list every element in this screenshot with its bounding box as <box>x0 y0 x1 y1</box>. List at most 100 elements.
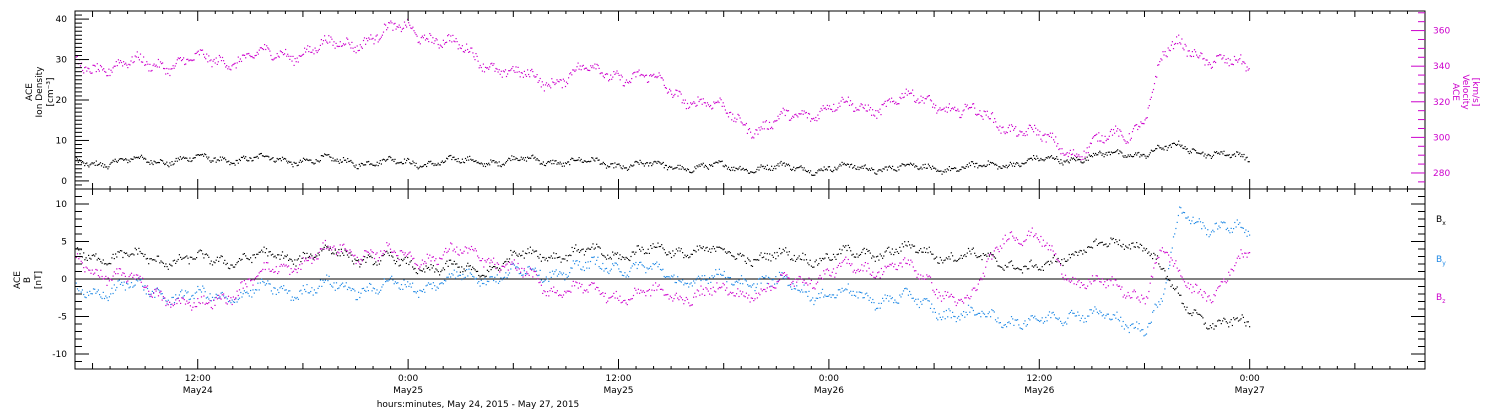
data-point <box>976 256 978 259</box>
data-point <box>715 269 717 271</box>
data-point <box>1013 129 1015 131</box>
data-point <box>834 110 836 112</box>
data-point <box>798 275 800 278</box>
data-point <box>826 104 828 106</box>
data-point <box>832 253 835 255</box>
data-point <box>255 156 257 158</box>
data-point <box>953 167 955 170</box>
data-point <box>828 105 831 107</box>
data-point <box>1115 151 1117 153</box>
data-point <box>1212 323 1214 325</box>
data-point <box>334 248 336 250</box>
data-point <box>1152 88 1155 91</box>
data-point <box>833 169 835 171</box>
data-point <box>387 27 389 29</box>
data-point <box>817 114 819 116</box>
data-point <box>320 39 322 41</box>
data-point <box>1079 320 1081 322</box>
data-point <box>826 268 828 270</box>
data-point <box>459 162 461 164</box>
data-point <box>360 263 362 265</box>
data-point <box>526 273 528 275</box>
data-point <box>556 79 558 81</box>
data-point <box>216 256 218 258</box>
data-point <box>455 38 457 40</box>
data-point <box>726 168 729 170</box>
data-point <box>1056 261 1058 263</box>
data-point <box>650 162 652 164</box>
data-point <box>840 265 842 267</box>
data-point <box>103 297 106 300</box>
data-point <box>129 161 131 163</box>
data-point <box>832 268 835 270</box>
data-point <box>452 250 454 252</box>
data-point <box>416 35 418 37</box>
data-point <box>1094 154 1096 156</box>
data-point <box>140 154 143 156</box>
data-point <box>1100 281 1102 283</box>
data-point <box>437 263 439 265</box>
data-point <box>1002 165 1004 167</box>
data-point <box>651 165 653 167</box>
data-point <box>677 95 679 97</box>
data-point <box>226 161 228 163</box>
data-point <box>659 288 662 290</box>
data-point <box>343 44 346 46</box>
data-point <box>1114 132 1116 134</box>
data-point <box>709 164 711 166</box>
data-point <box>619 79 621 81</box>
data-point <box>1222 320 1224 322</box>
data-point <box>1090 309 1092 311</box>
data-point <box>954 259 956 261</box>
data-point <box>666 254 668 256</box>
data-point <box>759 129 761 131</box>
data-point <box>554 291 556 294</box>
data-point <box>399 288 401 290</box>
data-point <box>830 259 832 261</box>
data-point <box>1017 267 1019 269</box>
data-point <box>808 172 811 174</box>
data-point <box>905 287 907 289</box>
data-point <box>543 164 545 166</box>
data-point <box>143 255 145 257</box>
data-point <box>440 271 442 273</box>
data-point <box>759 294 761 296</box>
data-point <box>321 250 323 252</box>
data-point <box>1237 223 1240 225</box>
data-point <box>678 247 680 249</box>
data-point <box>166 301 168 303</box>
data-point <box>1018 134 1020 136</box>
data-point <box>1173 142 1176 144</box>
data-point <box>212 60 214 62</box>
data-point <box>1034 157 1036 159</box>
data-point <box>953 315 955 317</box>
data-point <box>173 259 176 261</box>
data-point <box>474 160 476 162</box>
data-point <box>761 290 763 292</box>
data-point <box>907 163 909 165</box>
data-point <box>477 255 479 257</box>
data-point <box>274 271 276 273</box>
data-point <box>748 259 750 261</box>
data-point <box>214 262 216 264</box>
data-point <box>857 256 859 258</box>
data-point <box>145 293 147 295</box>
data-point <box>533 269 535 271</box>
data-point <box>982 272 984 274</box>
data-point <box>110 263 112 265</box>
data-point <box>985 254 987 256</box>
data-point <box>1107 151 1109 153</box>
data-point <box>1074 277 1076 280</box>
data-point <box>648 267 650 269</box>
data-point <box>488 162 490 164</box>
data-point <box>812 118 814 120</box>
data-point <box>1122 136 1124 138</box>
data-point <box>246 257 248 259</box>
data-point <box>231 65 233 67</box>
data-point <box>108 166 110 168</box>
data-point <box>1161 300 1163 302</box>
data-point <box>974 314 976 316</box>
data-point <box>145 64 147 66</box>
data-point <box>1242 316 1244 318</box>
data-point <box>537 255 539 258</box>
